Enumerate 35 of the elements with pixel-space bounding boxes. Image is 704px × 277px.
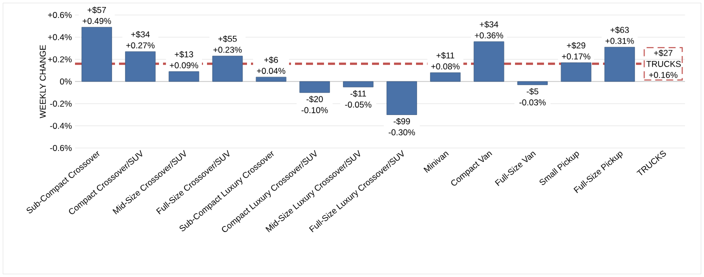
data-label: +$55 +0.23% <box>213 35 242 53</box>
data-label: -$5 -0.03% <box>519 88 546 106</box>
data-label: +$11 +0.08% <box>431 52 460 70</box>
data-label: +$57 +0.49% <box>82 6 112 24</box>
bar <box>474 41 504 82</box>
data-label: +$6 +0.04% <box>256 56 286 74</box>
y-tick-label: +0.2% <box>48 56 72 62</box>
data-label: -$99 -0.30% <box>388 118 415 136</box>
bar <box>212 56 243 82</box>
bar <box>517 81 548 86</box>
data-label: -$20 -0.10% <box>302 96 328 114</box>
data-label: +$34 +0.36% <box>474 21 504 38</box>
y-tick-label: -0.4% <box>50 122 72 129</box>
bar <box>168 71 200 82</box>
bar <box>430 72 461 82</box>
y-tick-label: +0.4% <box>48 34 72 40</box>
y-axis-title: WEEKLY CHANGE <box>40 45 46 118</box>
bar <box>560 62 592 82</box>
bar <box>256 76 286 82</box>
bar <box>604 46 635 82</box>
bar <box>386 81 417 115</box>
data-label: +$29 +0.17% <box>562 42 590 60</box>
bar <box>299 81 330 93</box>
bar <box>82 26 112 82</box>
data-label: -$11 -0.05% <box>345 90 372 108</box>
data-label: +$13 +0.09% <box>170 50 198 68</box>
y-tick-label: -0.6% <box>50 144 72 152</box>
data-label: +$63 +0.31% <box>606 26 634 44</box>
data-label: +$34 +0.27% <box>126 30 155 48</box>
ref-line-label: +$27 TRUCKS +0.16% <box>646 50 681 78</box>
y-tick-label: 0% <box>60 78 72 84</box>
y-tick-label: -0.2% <box>50 100 72 107</box>
bar <box>343 81 374 88</box>
bar <box>125 51 156 82</box>
y-tick-label: +0.6% <box>48 12 72 18</box>
